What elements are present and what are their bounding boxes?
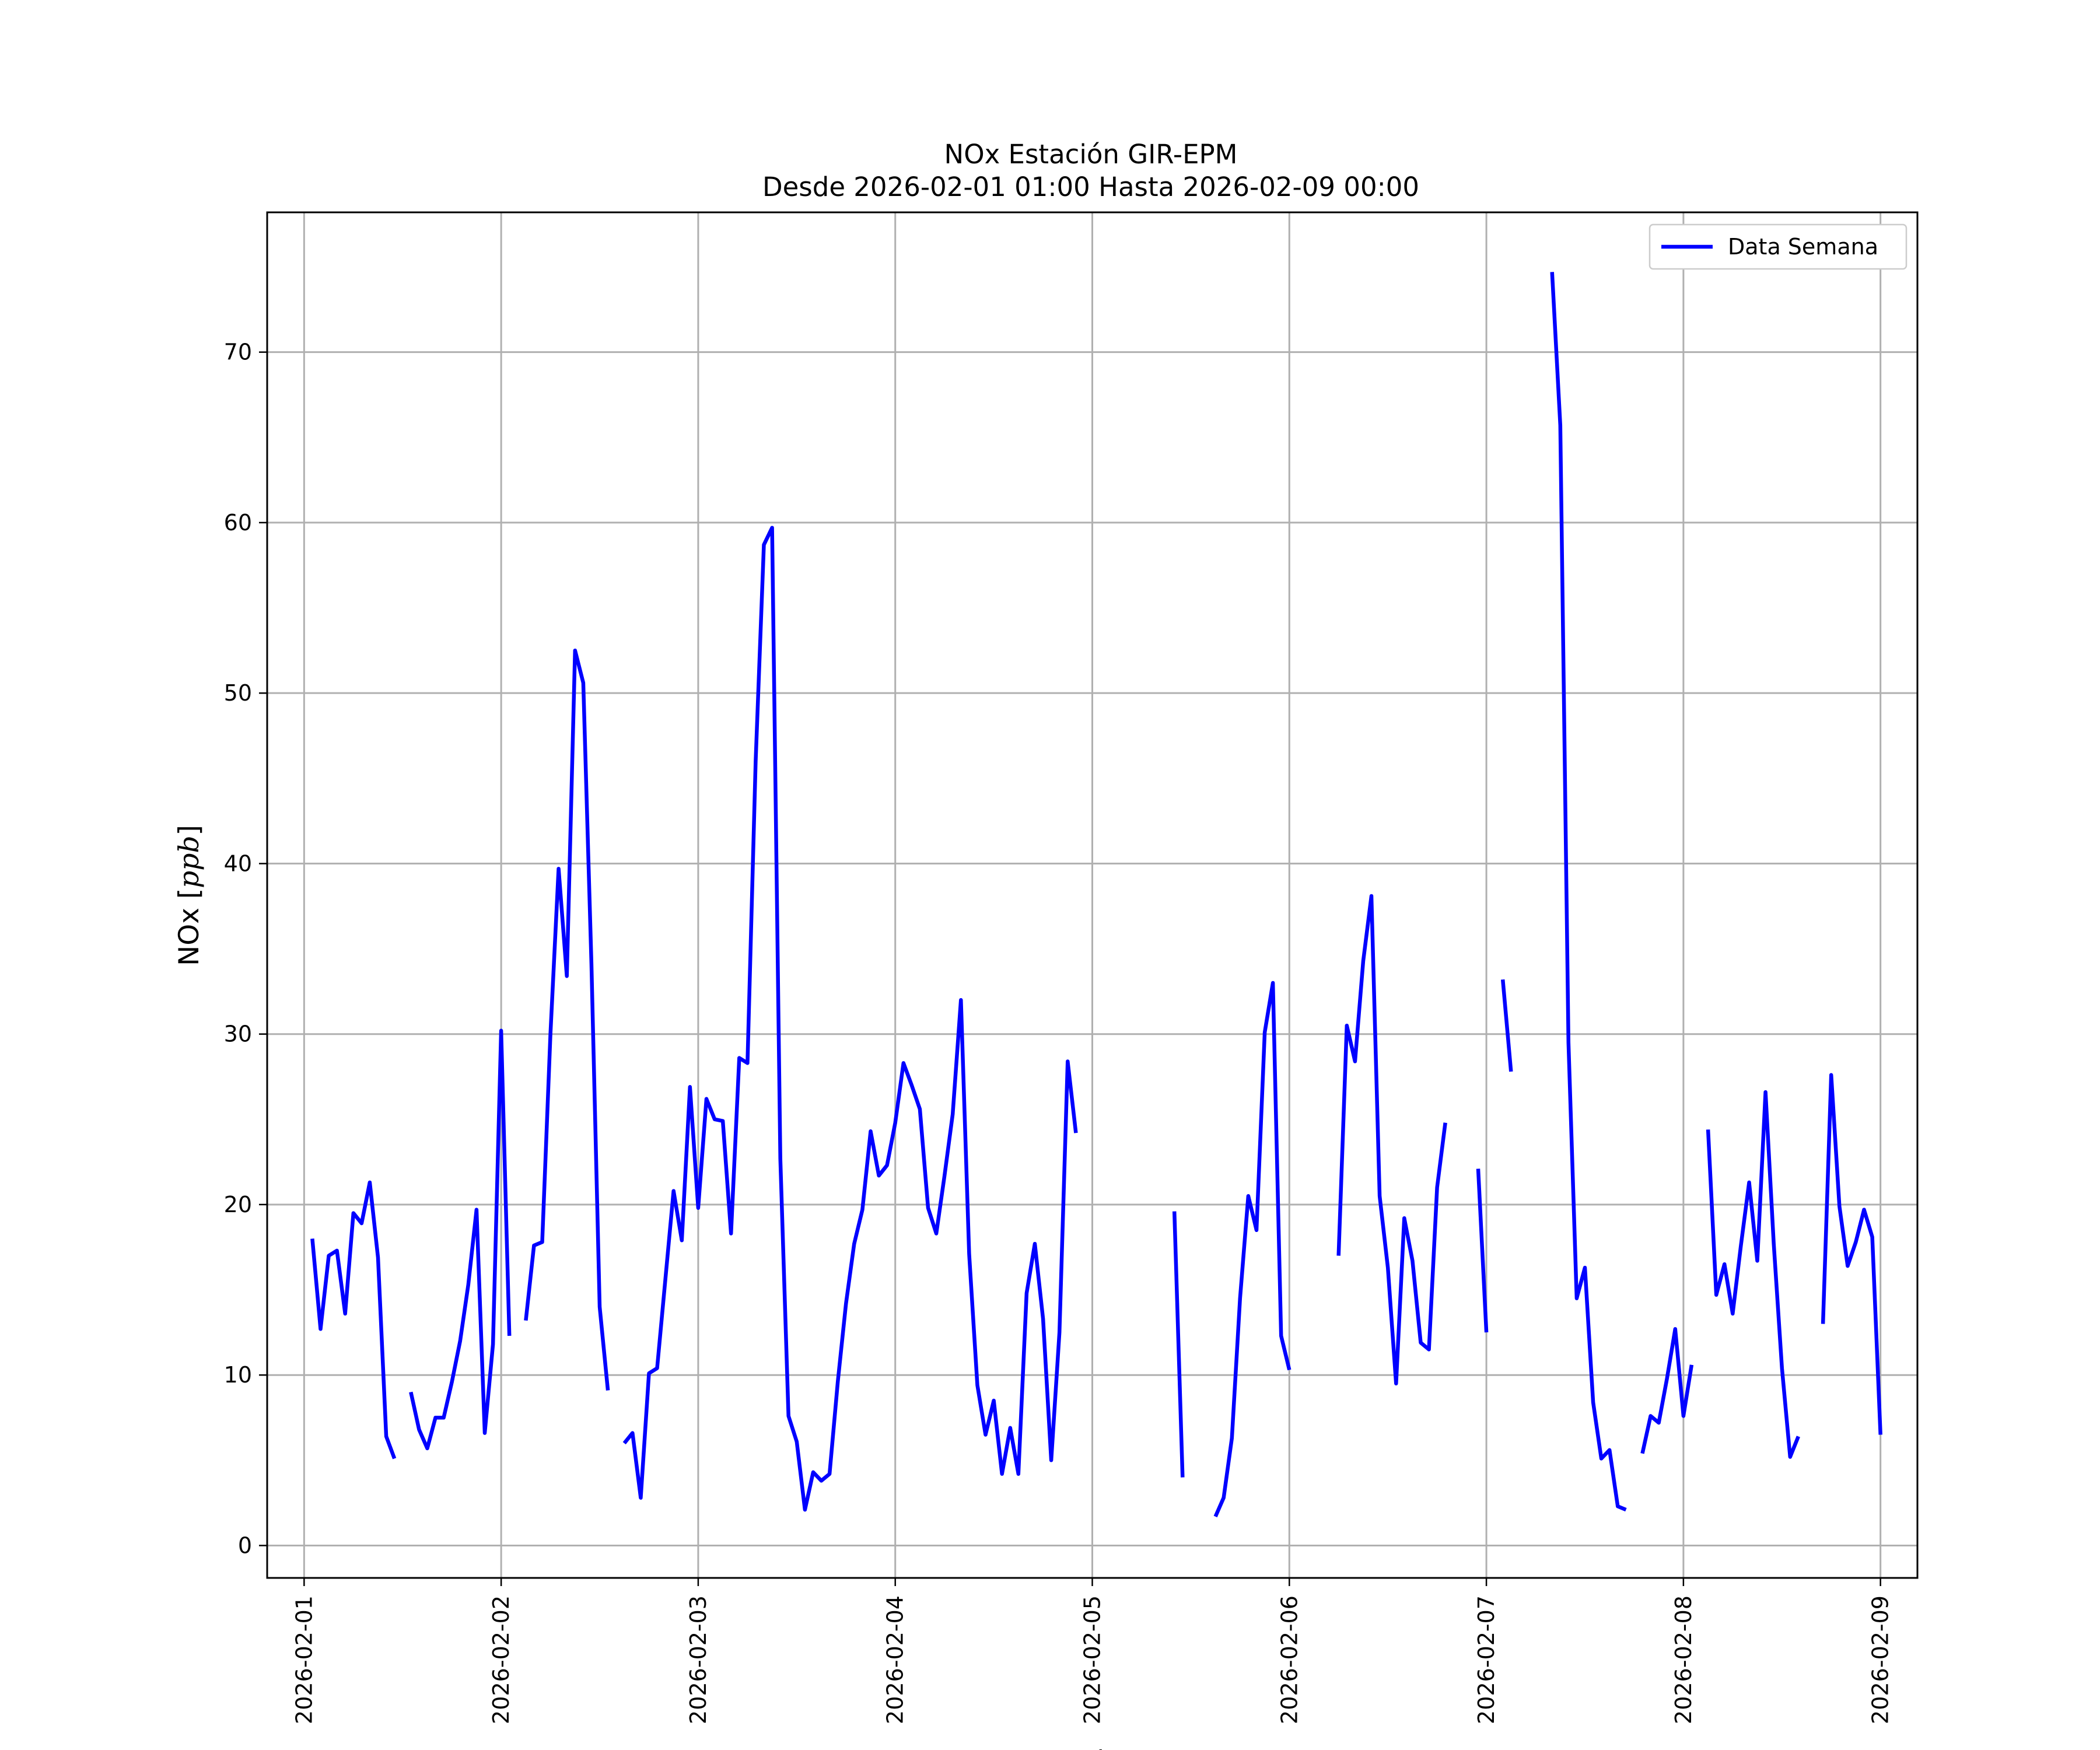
chart-subtitle: Desde 2026-02-01 01:00 Hasta 2026-02-09 … (762, 172, 1419, 202)
legend-box (1648, 223, 1908, 270)
y-tick-label: 50 (224, 680, 252, 706)
y-ticks: 0 10 20 30 40 50 60 70 (224, 340, 267, 1558)
y-tick-label: 20 (224, 1192, 252, 1217)
x-tick-label: 2026-02-08 (1671, 1595, 1696, 1724)
x-tick-label: 2026-02-09 (1868, 1595, 1894, 1724)
y-axis-label: NOx [ppb] (173, 825, 205, 966)
x-grid (303, 212, 1882, 1578)
series-line-segment (1706, 1090, 1800, 1459)
legend-label: Data Semana (1728, 234, 1878, 260)
y-tick-label: 0 (238, 1532, 252, 1558)
series-line-segment (1550, 272, 1627, 1512)
legend: Data Semana (1648, 223, 1908, 270)
x-tick-label: 2026-02-01 (291, 1595, 317, 1724)
y-tick-label: 40 (224, 850, 252, 876)
series-layer (310, 272, 1882, 1518)
series-line-segment (1172, 1211, 1185, 1478)
series-line-segment (1640, 1327, 1694, 1454)
y-tick-label: 60 (224, 510, 252, 536)
y-tick-label: 30 (224, 1021, 252, 1047)
series-line-segment (409, 1028, 512, 1451)
series-line-segment (622, 526, 1078, 1512)
series-line-segment (1476, 1168, 1489, 1333)
x-tick-label: 2026-02-03 (685, 1595, 711, 1724)
chart-title: NOx Estación GIR-EPM (944, 139, 1238, 170)
y-grid (267, 351, 1917, 1546)
y-axis-label-unit: ppb (173, 835, 205, 888)
series-line-segment (524, 648, 610, 1391)
y-axis-label-suffix: ] (173, 825, 205, 835)
x-tick-label: 2026-02-06 (1276, 1595, 1302, 1724)
series-line-segment (1821, 1073, 1882, 1435)
x-tick-label: 2026-02-07 (1474, 1595, 1499, 1724)
series-line-segment (1500, 979, 1513, 1072)
y-axis-label-prefix: NOx [ (173, 888, 205, 966)
x-tick-label: 2026-02-02 (488, 1595, 514, 1724)
x-tick-label: 2026-02-05 (1080, 1595, 1105, 1724)
y-tick-label: 10 (224, 1362, 252, 1388)
x-ticks: 2026-02-01 2026-02-02 2026-02-03 2026-02-04… (291, 1578, 1894, 1724)
series-line-segment (310, 1180, 397, 1460)
x-axis-label: Fecha (1051, 1745, 1131, 1750)
series-line-segment (1213, 981, 1292, 1518)
x-tick-label: 2026-02-04 (883, 1595, 908, 1724)
y-tick-label: 70 (224, 340, 252, 365)
series-line-segment (1336, 894, 1447, 1386)
